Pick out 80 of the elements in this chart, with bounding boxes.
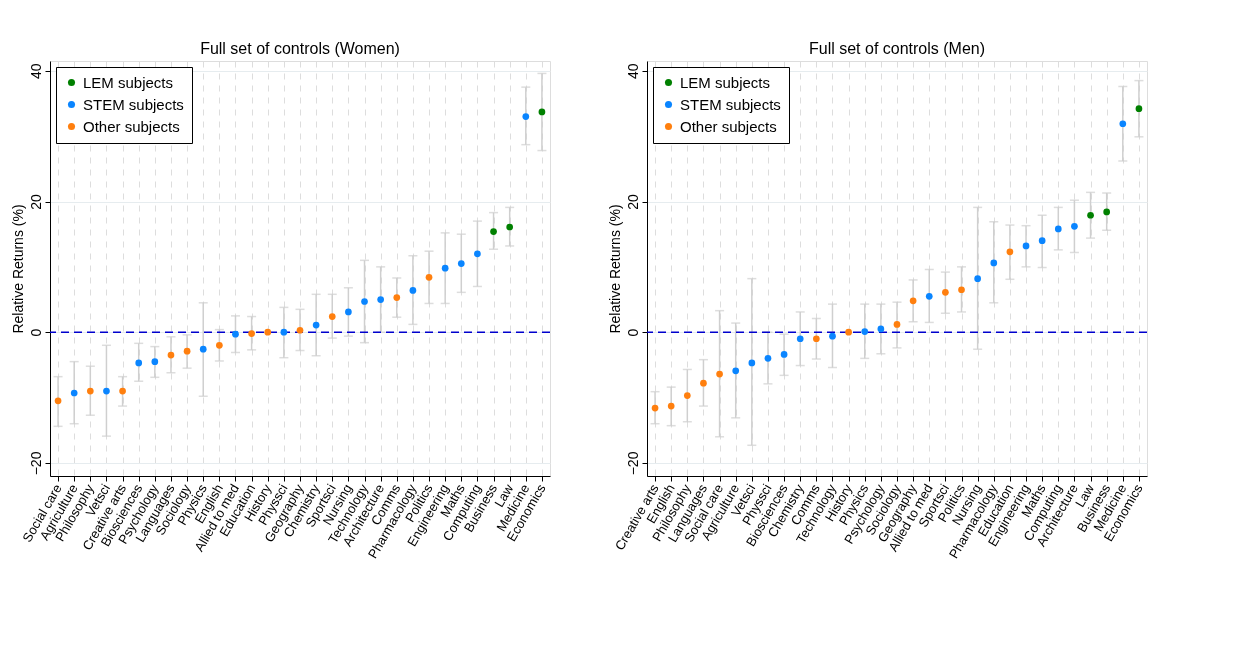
point — [700, 379, 707, 387]
y-tick-label: 0 — [624, 328, 641, 337]
point — [312, 321, 320, 329]
legend-label: Other subjects — [83, 117, 180, 135]
point — [1071, 223, 1078, 230]
point — [151, 358, 159, 365]
y-tick-label: 40 — [27, 63, 44, 80]
y-tick-label: −20 — [27, 451, 44, 476]
point — [1119, 120, 1127, 128]
point — [651, 404, 659, 412]
point — [683, 392, 691, 399]
point — [1006, 248, 1014, 256]
y-axis-title: Relative Returns (%) — [606, 204, 623, 334]
chart-title: Full set of controls (Men) — [808, 40, 986, 57]
point — [409, 287, 417, 294]
point — [538, 108, 546, 116]
point — [216, 341, 223, 349]
point — [232, 330, 239, 338]
point — [328, 313, 336, 320]
point — [1103, 208, 1111, 216]
point — [1135, 105, 1143, 113]
point — [135, 359, 143, 367]
point — [764, 355, 772, 362]
point — [1038, 237, 1046, 245]
legend-label: LEM subjects — [680, 73, 771, 91]
point — [183, 347, 191, 355]
y-tick-label: 20 — [27, 194, 44, 210]
point — [1054, 225, 1062, 233]
point — [796, 335, 804, 343]
point — [103, 387, 110, 395]
point — [70, 389, 78, 397]
point — [441, 264, 449, 272]
point — [474, 250, 481, 258]
point — [845, 328, 852, 336]
point — [780, 351, 788, 358]
legend-label: Other subjects — [680, 117, 777, 135]
point — [167, 351, 175, 359]
point — [377, 296, 384, 303]
point — [829, 332, 836, 340]
point — [974, 275, 981, 282]
y-axis-title: Relative Returns (%) — [9, 204, 26, 334]
point — [909, 297, 917, 305]
point — [457, 260, 465, 267]
point — [199, 345, 207, 353]
point — [361, 298, 368, 305]
point — [748, 359, 756, 367]
point — [861, 328, 869, 335]
legend-label: LEM subjects — [83, 73, 174, 91]
point — [813, 335, 820, 343]
legend-label: STEM subjects — [83, 95, 184, 113]
point — [248, 330, 255, 337]
point — [296, 326, 304, 334]
y-tick-label: −20 — [624, 451, 641, 476]
point — [877, 325, 885, 333]
point — [942, 289, 949, 296]
legend-label: STEM subjects — [680, 95, 781, 113]
point — [393, 294, 401, 301]
point — [506, 223, 514, 231]
point — [958, 286, 965, 294]
point — [732, 367, 740, 375]
point — [522, 113, 530, 120]
y-tick-label: 20 — [624, 194, 641, 210]
point — [280, 328, 288, 336]
point — [1087, 211, 1094, 219]
point — [893, 321, 901, 328]
point — [1022, 242, 1030, 250]
point — [345, 308, 352, 316]
y-tick-label: 40 — [624, 63, 641, 80]
point — [490, 228, 497, 235]
point — [667, 402, 675, 410]
point — [716, 370, 723, 378]
point — [86, 387, 94, 395]
chart-title: Full set of controls (Women) — [200, 40, 400, 57]
point — [925, 292, 933, 300]
y-tick-label: 0 — [27, 328, 44, 337]
point — [54, 397, 62, 405]
point — [119, 387, 126, 395]
point — [425, 273, 433, 281]
point — [264, 328, 272, 336]
point — [990, 259, 998, 267]
